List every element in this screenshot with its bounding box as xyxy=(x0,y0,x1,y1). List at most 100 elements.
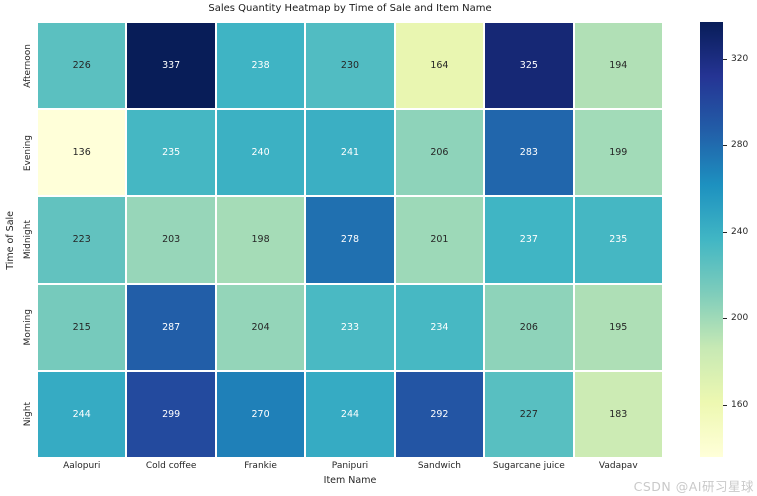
heatmap-cell-morning-sandwich: 234 xyxy=(395,284,484,370)
x-tick-vadapav: Vadapav xyxy=(598,461,638,471)
x-axis-label: Item Name xyxy=(323,475,377,486)
colorbar-tickmark-160 xyxy=(723,405,727,407)
y-tick-label: Midnight xyxy=(23,220,33,260)
cell-value: 199 xyxy=(609,147,628,159)
cell-value: 215 xyxy=(72,321,91,333)
y-tick-evening: Evening xyxy=(20,110,36,195)
y-tick-label: Evening xyxy=(23,134,33,171)
heatmap-cell-afternoon-aalopuri: 226 xyxy=(38,23,126,109)
x-tick-sandwich: Sandwich xyxy=(417,461,461,471)
heatmap-cell-midnight-cold-coffee: 203 xyxy=(127,197,215,283)
cell-value: 195 xyxy=(609,321,628,333)
heatmap-cell-midnight-sandwich: 201 xyxy=(395,197,484,283)
colorbar-tickmark-320 xyxy=(723,58,727,60)
y-axis-label: Time of Sale xyxy=(3,23,17,457)
x-tick-panipuri: Panipuri xyxy=(331,461,369,471)
y-tick-afternoon: Afternoon xyxy=(20,23,36,108)
cell-value: 206 xyxy=(519,321,538,333)
colorbar-tickmark-200 xyxy=(723,318,727,320)
colorbar xyxy=(700,22,723,457)
cell-value: 299 xyxy=(162,408,181,420)
heatmap-cell-afternoon-cold-coffee: 337 xyxy=(127,23,215,109)
cell-value: 235 xyxy=(609,234,628,246)
y-tick-night: Night xyxy=(20,372,36,457)
colorbar-tickmark-240 xyxy=(723,231,727,233)
heatmap-cell-midnight-frankie: 198 xyxy=(216,197,305,283)
watermark: CSDN @AI研习星球 xyxy=(633,479,754,494)
x-tick-sugarcane-juice: Sugarcane juice xyxy=(492,461,565,471)
cell-value: 244 xyxy=(340,408,360,420)
cell-value: 278 xyxy=(340,234,360,246)
cell-value: 337 xyxy=(162,60,181,72)
cell-value: 164 xyxy=(430,60,449,72)
colorbar-ticklabel-280: 280 xyxy=(731,140,749,151)
colorbar-ticklabel-240: 240 xyxy=(731,226,749,237)
heatmap-cell-evening-vadapav: 199 xyxy=(574,110,662,196)
colorbar-ticklabel-320: 320 xyxy=(731,53,749,64)
heatmap-cell-midnight-vadapav: 235 xyxy=(574,197,662,283)
heatmap-cell-night-frankie: 270 xyxy=(216,371,305,457)
heatmap-cell-evening-cold-coffee: 235 xyxy=(127,110,215,196)
cell-value: 283 xyxy=(519,147,538,159)
y-axis-label-text: Time of Sale xyxy=(4,210,16,270)
y-tick-label: Morning xyxy=(23,308,33,346)
cell-value: 203 xyxy=(162,234,181,246)
y-tick-label: Afternoon xyxy=(23,43,33,88)
heatmap-cell-midnight-sugarcane-juice: 237 xyxy=(485,197,573,283)
heatmap-cell-night-sandwich: 292 xyxy=(395,371,484,457)
cell-value: 233 xyxy=(340,321,360,333)
cell-value: 244 xyxy=(72,408,91,420)
y-tick-label: Night xyxy=(23,402,33,427)
cell-value: 230 xyxy=(340,60,360,72)
heatmap-cell-morning-frankie: 204 xyxy=(216,284,305,370)
heatmap-cell-afternoon-vadapav: 194 xyxy=(574,23,662,109)
heatmap-cell-morning-cold-coffee: 287 xyxy=(127,284,215,370)
heatmap-cell-morning-aalopuri: 215 xyxy=(38,284,126,370)
colorbar-ticklabel-200: 200 xyxy=(731,313,749,324)
cell-value: 240 xyxy=(251,147,270,159)
cell-value: 204 xyxy=(251,321,270,333)
cell-value: 234 xyxy=(430,321,449,333)
cell-value: 237 xyxy=(519,234,538,246)
heatmap-cell-night-cold-coffee: 299 xyxy=(127,371,215,457)
cell-value: 183 xyxy=(609,408,628,420)
cell-value: 136 xyxy=(72,147,91,159)
heatmap-cell-evening-panipuri: 241 xyxy=(306,110,394,196)
heatmap-cell-morning-sugarcane-juice: 206 xyxy=(485,284,573,370)
y-tick-midnight: Midnight xyxy=(20,197,36,282)
heatmap-cell-afternoon-sandwich: 164 xyxy=(395,23,484,109)
cell-value: 223 xyxy=(72,234,91,246)
cell-value: 201 xyxy=(430,234,449,246)
cell-value: 238 xyxy=(251,60,270,72)
cell-value: 206 xyxy=(430,147,449,159)
heatmap-cell-midnight-panipuri: 278 xyxy=(306,197,394,283)
heatmap-cell-afternoon-panipuri: 230 xyxy=(306,23,394,109)
cell-value: 198 xyxy=(251,234,270,246)
chart-title: Sales Quantity Heatmap by Time of Sale a… xyxy=(208,3,492,14)
colorbar-ticklabel-160: 160 xyxy=(731,400,749,411)
cell-value: 194 xyxy=(609,60,628,72)
heatmap-cell-morning-vadapav: 195 xyxy=(574,284,662,370)
heatmap-cell-evening-aalopuri: 136 xyxy=(38,110,126,196)
heatmap-cell-night-panipuri: 244 xyxy=(306,371,394,457)
cell-value: 241 xyxy=(340,147,360,159)
heatmap-cell-night-vadapav: 183 xyxy=(574,371,662,457)
cell-value: 287 xyxy=(162,321,181,333)
cell-value: 325 xyxy=(519,60,538,72)
x-tick-cold-coffee: Cold coffee xyxy=(145,461,197,471)
heatmap-cell-night-sugarcane-juice: 227 xyxy=(485,371,573,457)
heatmap-cell-morning-panipuri: 233 xyxy=(306,284,394,370)
cell-value: 226 xyxy=(72,60,91,72)
cell-value: 235 xyxy=(162,147,181,159)
heatmap-cell-afternoon-frankie: 238 xyxy=(216,23,305,109)
heatmap-cell-night-aalopuri: 244 xyxy=(38,371,126,457)
heatmap-grid: 226 337 238 230 164 325 194 136 235 240 241 206 283 1… xyxy=(38,23,662,457)
x-tick-frankie: Frankie xyxy=(244,461,277,471)
cell-value: 270 xyxy=(251,408,270,420)
y-tick-morning: Morning xyxy=(20,285,36,370)
heatmap-cell-evening-sandwich: 206 xyxy=(395,110,484,196)
cell-value: 292 xyxy=(430,408,449,420)
x-tick-aalopuri: Aalopuri xyxy=(63,461,101,471)
heatmap-cell-midnight-aalopuri: 223 xyxy=(38,197,126,283)
